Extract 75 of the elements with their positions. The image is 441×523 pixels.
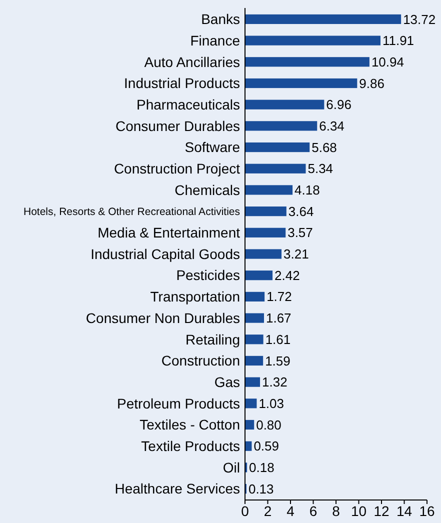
x-tick-label: 12 (374, 503, 390, 519)
data-label: 6.34 (319, 118, 344, 134)
data-label: 1.61 (265, 332, 291, 347)
bar (245, 249, 282, 259)
x-tick-label: 4 (286, 503, 295, 519)
x-tick-label: 16 (419, 503, 435, 519)
data-label: 5.68 (312, 140, 337, 155)
bar (245, 313, 264, 323)
bar (245, 164, 306, 174)
data-label: 10.94 (371, 54, 404, 70)
y-tick-label: Retailing (186, 331, 240, 348)
data-label: 3.21 (284, 246, 309, 262)
x-tick-label: 2 (264, 503, 272, 519)
data-label: 5.34 (308, 161, 334, 176)
bar (245, 206, 286, 216)
bar (245, 57, 370, 67)
data-label: 3.64 (288, 204, 314, 219)
y-tick-label: Construction (161, 352, 240, 369)
data-label: 0.80 (256, 417, 282, 432)
bar (245, 356, 264, 366)
y-tick-label: Consumer Durables (116, 118, 240, 134)
bar (245, 121, 318, 131)
data-label: 11.91 (382, 33, 414, 48)
y-tick-label: Hotels, Resorts & Other Recreational Activities (23, 206, 240, 218)
y-tick-label: Industrial Products (124, 75, 240, 92)
y-tick-label: Petroleum Products (117, 395, 240, 412)
y-tick-label: Transportation (150, 288, 240, 305)
x-tick-label: 0 (241, 503, 250, 519)
y-tick-label: Media & Entertainment (98, 224, 240, 241)
data-label: 6.96 (326, 97, 352, 112)
bar (245, 142, 310, 152)
data-label: 2.42 (274, 268, 300, 283)
bar (245, 334, 264, 344)
data-label: 0.18 (249, 460, 274, 475)
data-label: 3.57 (288, 225, 313, 240)
y-tick-label: Pesticides (176, 267, 240, 284)
data-label: 1.32 (262, 374, 288, 390)
bar (245, 377, 260, 387)
data-label: 1.03 (258, 396, 284, 411)
y-tick-label: Construction Project (114, 160, 240, 177)
data-label: 1.59 (265, 353, 290, 368)
bar (245, 420, 254, 430)
data-label: 0.59 (254, 438, 280, 454)
data-label: 9.86 (359, 76, 384, 91)
y-tick-label: Chemicals (174, 182, 240, 198)
y-tick-label: Finance (190, 32, 240, 48)
y-tick-label: Oil (222, 459, 240, 476)
y-tick-label: Banks (201, 11, 240, 28)
bar (245, 292, 265, 302)
bar (245, 36, 380, 46)
data-label: 0.13 (248, 481, 274, 496)
bar (245, 398, 257, 408)
data-label: 4.18 (294, 182, 320, 198)
y-tick-label: Textiles - Cotton (140, 416, 240, 433)
y-tick-label: Gas (214, 374, 240, 390)
x-tick-label: 10 (350, 503, 367, 519)
x-tick-label: 8 (332, 503, 340, 519)
bar (245, 78, 358, 88)
y-tick-label: Industrial Capital Goods (90, 246, 240, 262)
bar (245, 14, 402, 24)
bar (245, 100, 324, 110)
x-tick-label: 14 (396, 503, 412, 519)
y-tick-label: Healthcare Services (114, 480, 240, 497)
x-tick-label: 6 (309, 503, 318, 519)
bar (245, 228, 286, 238)
y-tick-label: Textile Products (141, 438, 240, 454)
bar (245, 270, 273, 280)
y-tick-label: Software (184, 139, 240, 156)
data-label: 13.72 (403, 12, 436, 27)
y-tick-label: Auto Ancillaries (144, 54, 240, 70)
data-label: 1.67 (266, 310, 292, 326)
data-label: 1.72 (266, 289, 292, 304)
y-tick-label: Consumer Non Durables (86, 310, 240, 326)
bar (245, 185, 293, 195)
y-tick-label: Pharmaceuticals (136, 96, 240, 112)
